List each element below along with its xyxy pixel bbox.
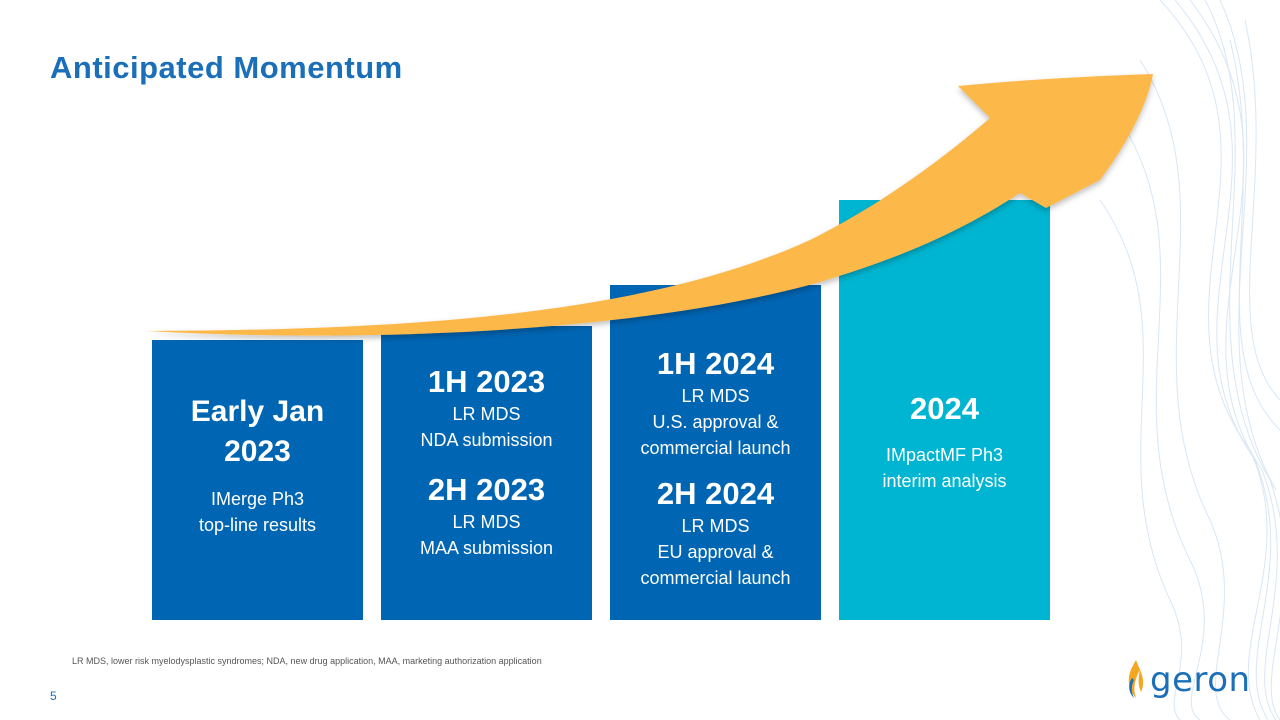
milestone-top-line1: LR MDS: [681, 386, 750, 406]
milestone-2024-approvals: 1H 2024 LR MDS U.S. approval & commercia…: [610, 285, 821, 620]
milestone-heading-line1: Early Jan: [190, 395, 325, 428]
milestone-bottom-heading: 2H 2023: [427, 472, 546, 507]
milestone-top-line3: commercial launch: [640, 438, 791, 458]
page-number: 5: [50, 689, 57, 703]
page-title: Anticipated Momentum: [50, 50, 403, 85]
milestone-bottom-line1: LR MDS: [452, 512, 521, 532]
milestone-bottom-line1: LR MDS: [681, 516, 750, 536]
geron-logo: geron: [1122, 656, 1252, 702]
milestone-bottom-heading: 2H 2024: [656, 476, 775, 511]
milestone-bottom-line3: commercial launch: [640, 568, 791, 588]
milestone-2023-submissions: 1H 2023 LR MDS NDA submission 2H 2023 LR…: [381, 326, 592, 620]
milestone-bottom-line2: EU approval &: [657, 542, 774, 562]
milestone-sub-line1: IMerge Ph3: [210, 489, 305, 509]
milestone-heading: 2024: [910, 391, 979, 426]
milestone-top-heading: 1H 2023: [427, 364, 546, 399]
logo-wordmark: geron: [1150, 660, 1251, 700]
footnote: LR MDS, lower risk myelodysplastic syndr…: [72, 656, 542, 666]
milestone-sub-line2: interim analysis: [882, 471, 1007, 491]
milestone-2024-interim: 2024 IMpactMF Ph3 interim analysis: [839, 200, 1050, 620]
milestone-top-line2: U.S. approval &: [652, 412, 779, 432]
milestone-top-line1: LR MDS: [452, 404, 521, 424]
milestone-top-heading: 1H 2024: [656, 346, 775, 381]
milestone-sub-line1: IMpactMF Ph3: [885, 445, 1004, 465]
milestone-early-jan-2023: Early Jan 2023 IMerge Ph3 top-line resul…: [152, 340, 363, 620]
milestone-heading-line2: 2023: [224, 435, 291, 468]
milestone-sub-line2: top-line results: [198, 515, 317, 535]
milestone-top-line2: NDA submission: [420, 430, 553, 450]
milestone-bottom-line2: MAA submission: [419, 538, 554, 558]
flame-icon: [1128, 660, 1144, 698]
